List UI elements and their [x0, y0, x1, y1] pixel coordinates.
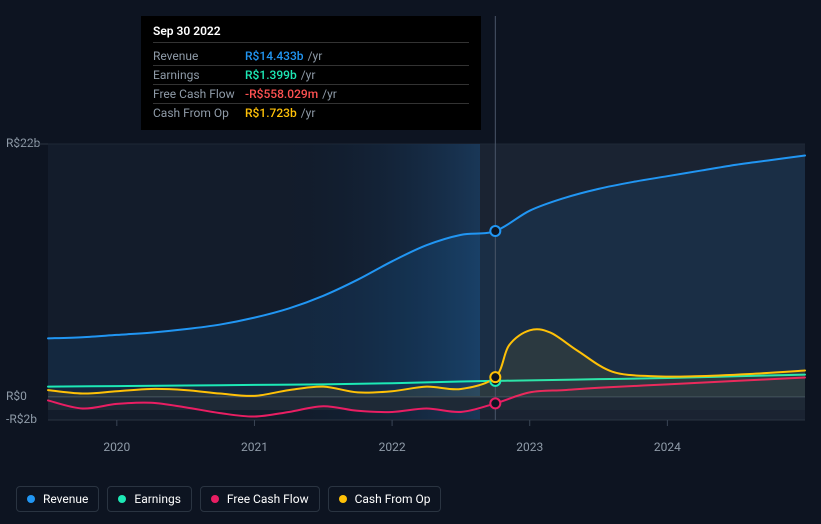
- legend-label: Revenue: [43, 492, 88, 506]
- legend-label: Cash From Op: [355, 492, 431, 506]
- financials-chart[interactable]: [0, 0, 821, 470]
- legend-label: Free Cash Flow: [227, 492, 309, 506]
- legend-dot-icon: [27, 495, 35, 503]
- legend-item[interactable]: Earnings: [107, 486, 192, 512]
- legend-item[interactable]: Revenue: [16, 486, 99, 512]
- legend-dot-icon: [339, 495, 347, 503]
- x-axis-label: 2024: [654, 440, 681, 454]
- x-axis-label: 2023: [516, 440, 543, 454]
- x-axis-label: 2022: [379, 440, 406, 454]
- legend-item[interactable]: Cash From Op: [328, 486, 442, 512]
- x-axis-label: 2021: [241, 440, 268, 454]
- legend-dot-icon: [118, 495, 126, 503]
- legend-label: Earnings: [134, 492, 181, 506]
- x-axis-label: 2020: [103, 440, 130, 454]
- legend-dot-icon: [211, 495, 219, 503]
- chart-legend: Revenue Earnings Free Cash Flow Cash From O…: [16, 486, 441, 512]
- legend-item[interactable]: Free Cash Flow: [200, 486, 320, 512]
